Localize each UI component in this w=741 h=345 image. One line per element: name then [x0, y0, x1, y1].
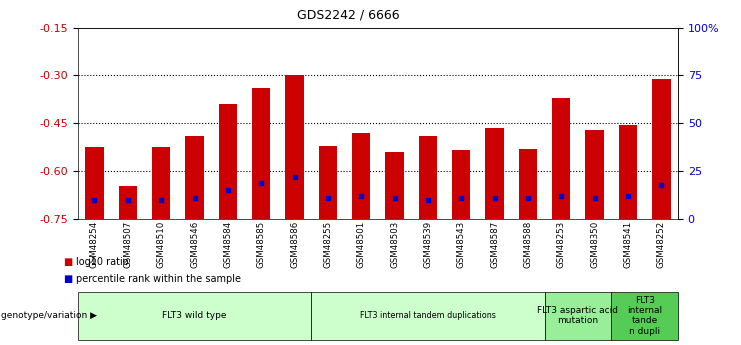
Text: ■: ■ [63, 257, 72, 267]
Text: GDS2242 / 6666: GDS2242 / 6666 [297, 9, 399, 22]
Bar [319, 146, 337, 219]
Text: FLT3
internal
tande
n dupli: FLT3 internal tande n dupli [627, 296, 662, 336]
Text: FLT3 aspartic acid
mutation: FLT3 aspartic acid mutation [537, 306, 619, 325]
Text: genotype/variation ▶: genotype/variation ▶ [1, 311, 97, 320]
Bar [119, 186, 137, 219]
Bar [652, 79, 671, 219]
Bar [619, 125, 637, 219]
Bar [252, 88, 270, 219]
Bar [152, 147, 170, 219]
Text: ■: ■ [63, 275, 72, 284]
Text: FLT3 wild type: FLT3 wild type [162, 311, 227, 320]
Text: log10 ratio: log10 ratio [76, 257, 129, 267]
Bar [552, 98, 571, 219]
Bar [352, 133, 370, 219]
Bar [385, 152, 404, 219]
Bar [452, 150, 471, 219]
Text: percentile rank within the sample: percentile rank within the sample [76, 275, 242, 284]
Bar [485, 128, 504, 219]
Bar [519, 149, 537, 219]
Text: FLT3 internal tandem duplications: FLT3 internal tandem duplications [360, 311, 496, 320]
Bar [285, 76, 304, 219]
Bar [85, 147, 104, 219]
Bar [419, 136, 437, 219]
Bar [219, 104, 237, 219]
Bar [185, 136, 204, 219]
Bar [585, 130, 604, 219]
